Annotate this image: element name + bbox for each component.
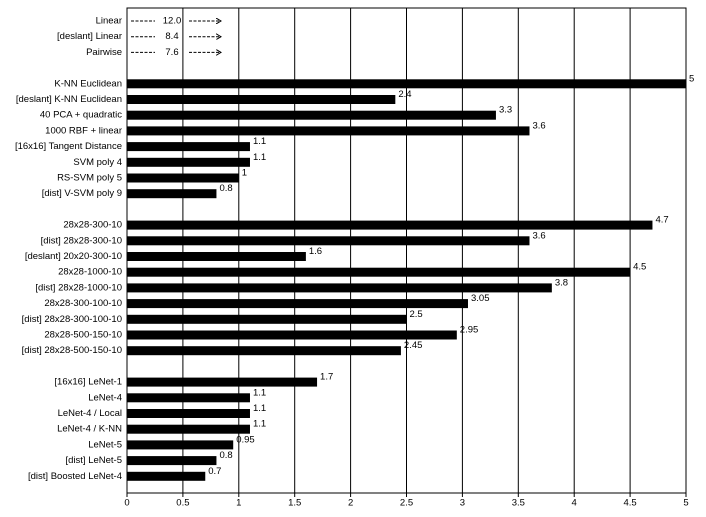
category-label: [dist] LeNet-5 (66, 455, 123, 466)
bar (127, 424, 250, 434)
value-label: 12.0 (163, 16, 182, 27)
category-label: Pairwise (86, 47, 122, 58)
bar (127, 330, 457, 340)
category-label: K-NN Euclidean (54, 78, 122, 89)
value-label: 1.6 (309, 246, 322, 257)
bar (127, 189, 217, 199)
plot-frame (126, 7, 687, 494)
value-label: 4.5 (633, 262, 646, 273)
value-label: 0.8 (219, 183, 232, 194)
x-tick-label: 4.5 (623, 498, 636, 509)
value-label: 1.7 (320, 372, 333, 383)
category-label: 28x28-300-10 (63, 220, 122, 231)
bar (127, 110, 496, 120)
category-label: [dist] 28x28-500-150-10 (22, 345, 122, 356)
value-label: 0.95 (236, 434, 255, 445)
value-label: 1.1 (253, 387, 266, 398)
x-tick-label: 2 (348, 498, 353, 509)
value-label: 1 (242, 168, 247, 179)
value-label: 8.4 (165, 31, 178, 42)
bar (127, 252, 306, 261)
bar (127, 393, 250, 403)
category-label: 28x28-300-100-10 (44, 298, 122, 309)
category-label: [deslant] K-NN Euclidean (16, 94, 122, 105)
off-scale-arrow: 7.6 (131, 47, 221, 58)
category-label: [16x16] LeNet-1 (54, 377, 122, 388)
category-label: 28x28-500-150-10 (44, 330, 122, 341)
category-label: 1000 RBF + linear (45, 125, 122, 136)
value-label: 3.6 (532, 120, 545, 131)
value-label: 3.3 (499, 105, 512, 116)
off-scale-arrow: 8.4 (131, 31, 221, 42)
value-label: 0.8 (219, 450, 232, 461)
bar (127, 283, 552, 293)
category-label: 40 PCA + quadratic (40, 110, 122, 121)
category-label: [dist] 28x28-300-100-10 (22, 314, 122, 325)
value-label: 2.45 (404, 340, 423, 351)
category-label: [dist] Boosted LeNet-4 (28, 471, 122, 482)
bar (127, 409, 250, 418)
bar (127, 126, 530, 136)
value-label: 3.05 (471, 293, 490, 304)
bar (127, 79, 686, 89)
category-label: LeNet-4 (88, 392, 122, 403)
value-label: 1.1 (253, 152, 266, 163)
bar (127, 314, 407, 324)
value-label: 0.7 (208, 466, 221, 477)
bar (127, 299, 468, 309)
value-label: 4.7 (655, 215, 668, 226)
bar (127, 346, 401, 356)
category-label: [dist] V-SVM poly 9 (42, 188, 122, 199)
value-label: 2.4 (398, 89, 411, 100)
value-label: 1.1 (253, 403, 266, 414)
x-tick-label: 4 (572, 498, 577, 509)
category-label: 28x28-1000-10 (58, 267, 122, 278)
category-label: [16x16] Tangent Distance (15, 141, 122, 152)
bar (127, 142, 250, 152)
value-label: 3.6 (532, 230, 545, 241)
category-label: [dist] 28x28-300-10 (41, 235, 122, 246)
bar (127, 220, 653, 230)
category-label: Linear (96, 16, 122, 27)
x-tick-label: 0 (124, 498, 129, 509)
x-tick-label: 0.5 (176, 498, 189, 509)
x-tick-label: 1 (236, 498, 241, 509)
category-label: SVM poly 4 (73, 157, 122, 168)
category-label: [dist] 28x28-1000-10 (35, 282, 122, 293)
bar (127, 377, 318, 387)
bar (127, 173, 239, 183)
value-label: 5 (689, 73, 694, 84)
bar (127, 267, 631, 277)
x-tick-label: 3 (460, 498, 465, 509)
value-label: 3.8 (555, 277, 568, 288)
value-label: 2.5 (410, 309, 423, 320)
bar (127, 471, 206, 481)
x-tick-label: 5 (683, 498, 688, 509)
bar (127, 440, 234, 450)
bar (127, 456, 217, 466)
category-label: [deslant] Linear (57, 31, 122, 42)
bar (127, 95, 396, 104)
category-label: [deslant] 20x20-300-10 (25, 251, 122, 262)
x-tick-label: 3.5 (512, 498, 525, 509)
value-label: 1.1 (253, 419, 266, 430)
off-scale-arrow: 12.0 (131, 16, 221, 27)
category-label: LeNet-5 (88, 439, 122, 450)
value-label: 7.6 (165, 47, 178, 58)
category-label: LeNet-4 / K-NN (57, 424, 122, 435)
x-tick-label: 1.5 (288, 498, 301, 509)
bar (127, 157, 250, 167)
category-label: RS-SVM poly 5 (57, 173, 122, 184)
value-label: 1.1 (253, 136, 266, 147)
value-label: 2.95 (460, 325, 479, 336)
category-label: LeNet-4 / Local (58, 408, 122, 419)
bar (127, 236, 530, 246)
x-tick-label: 2.5 (400, 498, 413, 509)
